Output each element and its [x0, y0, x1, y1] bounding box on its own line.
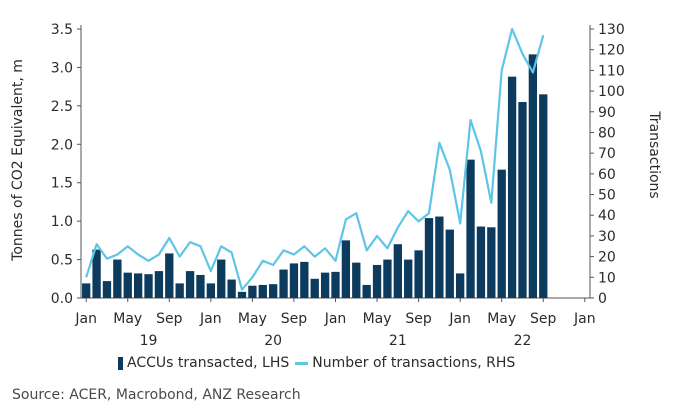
x-tick-label: May	[238, 311, 267, 327]
chart: 0.0 0.5 1.0 1.5 2.0 2.5 3.0 3.5 0 10 20 30 40 50 60 70…	[10, 22, 662, 349]
x-tick-label: Sep	[156, 311, 183, 327]
line-series	[85, 27, 545, 291]
x-axis: Jan May Sep Jan May Sep Jan May Sep Jan May Sep Jan 1…	[74, 297, 596, 349]
left-tick-label: 3.0	[51, 60, 73, 76]
x-tick-label: May	[487, 311, 516, 327]
bar	[237, 291, 247, 298]
bar	[320, 272, 330, 298]
bar-series	[82, 54, 548, 299]
left-tick-label: 2.0	[51, 137, 73, 153]
right-tick-label: 20	[598, 250, 616, 266]
right-tick-label: 50	[598, 188, 616, 204]
bar	[352, 262, 361, 298]
x-tick-label: Jan	[324, 311, 347, 327]
right-tick-label: 70	[598, 146, 616, 162]
bar	[206, 283, 216, 298]
bar	[123, 272, 132, 298]
left-axis-title: Tonnes of CO2 Equivalent, m	[10, 59, 26, 262]
right-tick-label: 30	[598, 229, 616, 245]
bar	[279, 269, 288, 298]
right-tick-label: 60	[598, 167, 616, 183]
x-year-label: 22	[514, 333, 532, 349]
bar	[92, 249, 101, 298]
legend-line-label: Number of transactions, RHS	[312, 355, 516, 371]
bar	[165, 253, 174, 298]
left-tick-label: 0.5	[51, 253, 73, 269]
bar	[362, 284, 371, 298]
bar	[445, 229, 454, 298]
x-tick-label: Jan	[199, 311, 222, 327]
bar	[300, 261, 309, 298]
bar	[435, 216, 444, 298]
right-tick-label: 80	[598, 125, 616, 141]
bar	[487, 227, 496, 298]
left-tick-label: 1.0	[51, 214, 73, 230]
bar	[466, 159, 475, 298]
x-year-label: 21	[389, 333, 407, 349]
bar	[227, 279, 236, 298]
bar	[424, 218, 434, 298]
legend-bar-swatch	[118, 356, 123, 370]
x-tick-label: May	[113, 311, 142, 327]
bar	[217, 259, 226, 298]
bar	[393, 244, 402, 298]
bar	[185, 271, 195, 298]
source-note: Source: ACER, Macrobond, ANZ Research	[12, 387, 301, 403]
right-axis: 0 10 20 30 40 50 60 70 80 90 100 110 120 130	[589, 22, 625, 307]
right-tick-label: 0	[598, 291, 607, 307]
right-axis-title: Transactions	[646, 110, 662, 198]
bar	[102, 281, 112, 298]
left-tick-label: 2.5	[51, 99, 73, 115]
x-tick-label: Sep	[405, 311, 432, 327]
legend: ACCUs transacted, LHS Number of transact…	[118, 355, 515, 371]
right-tick-label: 100	[598, 84, 625, 100]
bar	[539, 94, 548, 298]
x-tick-label: Sep	[281, 311, 308, 327]
bar	[113, 259, 122, 298]
x-year-label: 20	[264, 333, 282, 349]
bar	[455, 273, 465, 298]
bar	[414, 250, 423, 298]
bar	[175, 283, 184, 298]
bar	[341, 240, 351, 298]
x-tick-label: Jan	[573, 311, 596, 327]
right-tick-label: 90	[598, 105, 616, 121]
right-tick-label: 40	[598, 208, 616, 224]
bar	[476, 226, 486, 298]
left-axis: 0.0 0.5 1.0 1.5 2.0 2.5 3.0 3.5	[51, 22, 82, 307]
bar	[133, 273, 143, 298]
bar	[269, 284, 278, 298]
left-tick-label: 1.5	[51, 176, 73, 192]
bar	[289, 263, 299, 298]
legend-bar-label: ACCUs transacted, LHS	[127, 355, 290, 371]
bar	[497, 169, 506, 298]
bar	[331, 271, 340, 298]
bar	[196, 274, 205, 298]
x-tick-label: May	[363, 311, 392, 327]
left-tick-label: 0.0	[51, 291, 73, 307]
bar	[154, 271, 164, 298]
right-tick-label: 10	[598, 270, 616, 286]
bar	[404, 259, 413, 298]
bar	[507, 76, 517, 298]
x-tick-label: Jan	[74, 311, 97, 327]
bar	[383, 259, 392, 298]
bar	[248, 285, 257, 298]
bar	[258, 284, 267, 298]
bar	[372, 264, 382, 298]
right-tick-label: 120	[598, 43, 625, 59]
left-tick-label: 3.5	[51, 22, 73, 38]
bar	[310, 278, 319, 298]
right-tick-label: 110	[598, 63, 625, 79]
x-tick-label: Sep	[530, 311, 557, 327]
x-year-label: 19	[140, 333, 158, 349]
legend-line-swatch	[295, 361, 309, 365]
x-tick-label: Jan	[448, 311, 471, 327]
right-tick-label: 130	[598, 22, 625, 38]
bar	[518, 102, 527, 298]
transactions-line	[85, 27, 545, 291]
bar	[528, 54, 538, 299]
bar	[144, 274, 153, 298]
bar	[82, 283, 91, 298]
